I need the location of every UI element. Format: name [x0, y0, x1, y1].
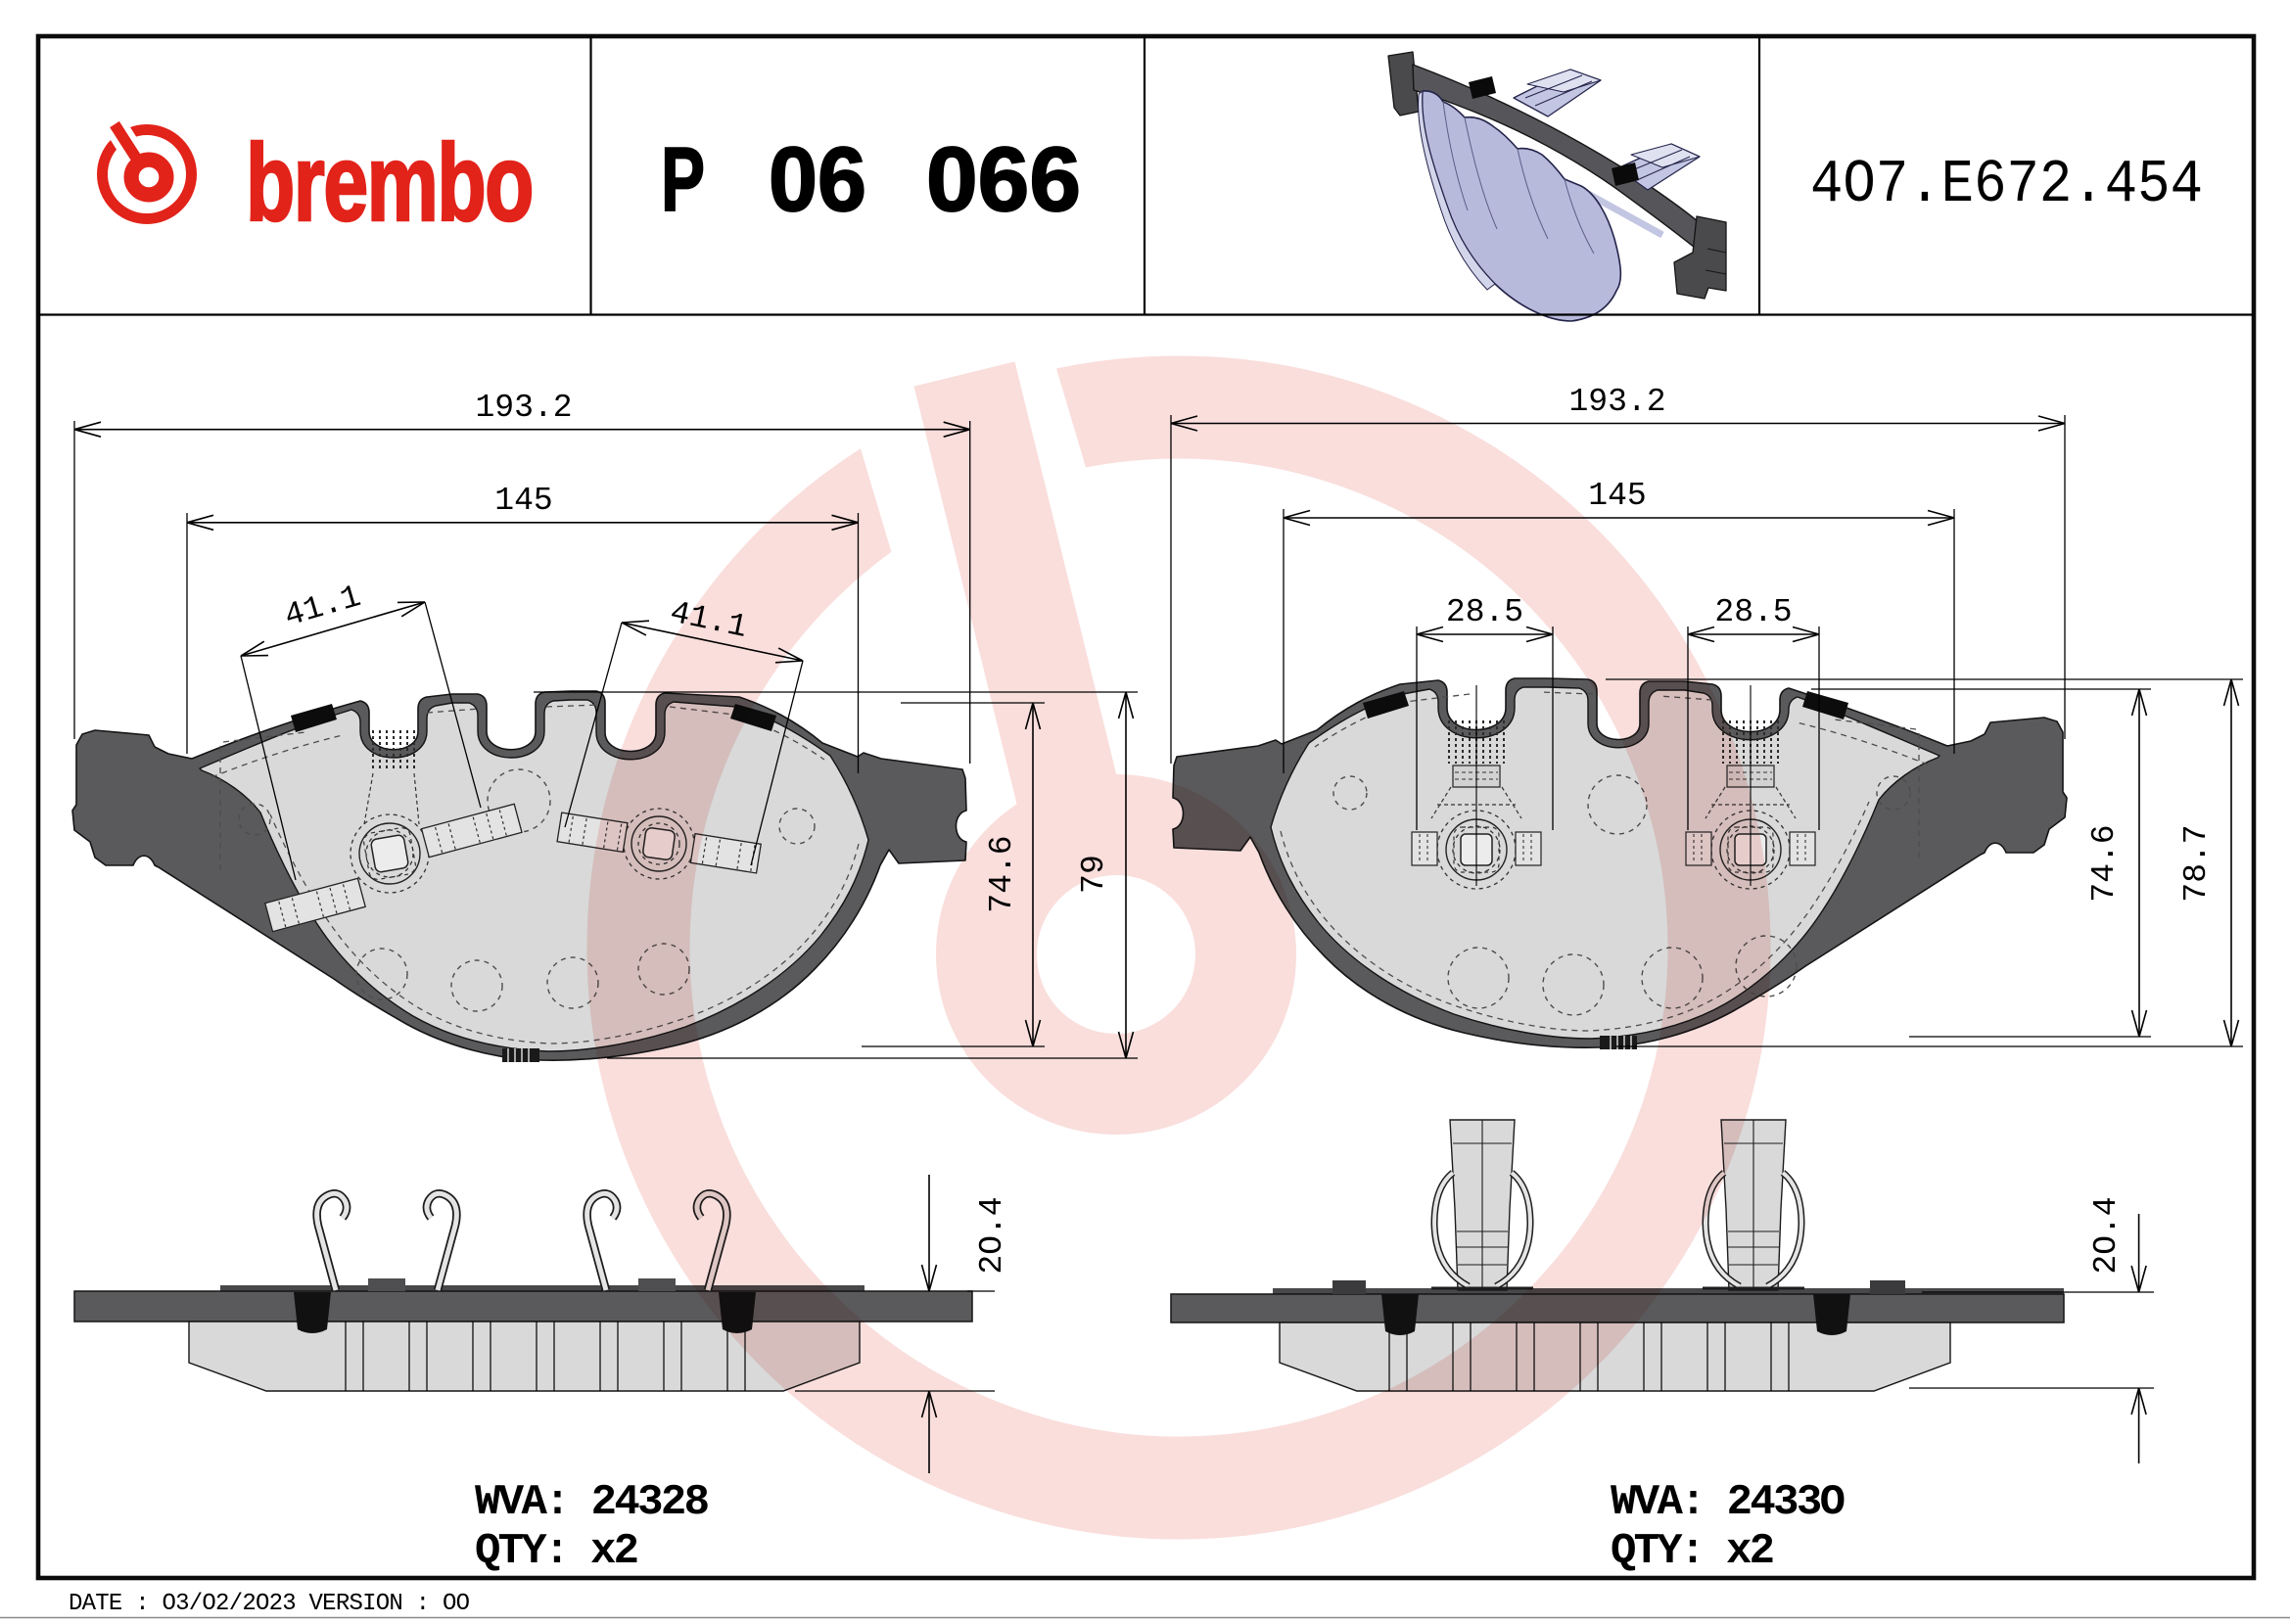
svg-text:145: 145 — [1588, 478, 1646, 514]
svg-text:WVA: 2433O: WVA: 2433O — [1611, 1478, 1846, 1527]
svg-text:06: 06 — [769, 128, 866, 230]
svg-text:WVA: 24328: WVA: 24328 — [475, 1478, 710, 1527]
svg-text:193.2: 193.2 — [1568, 384, 1665, 420]
svg-text:28.5: 28.5 — [1446, 594, 1523, 630]
svg-text:193.2: 193.2 — [475, 390, 572, 426]
svg-text:78.7: 78.7 — [2178, 824, 2215, 902]
svg-text:74.6: 74.6 — [2086, 824, 2123, 902]
svg-text:2O.4: 2O.4 — [974, 1196, 1010, 1274]
svg-text:DATE : O3/O2/2O23 VERSION : OO: DATE : O3/O2/2O23 VERSION : OO — [69, 1591, 470, 1617]
svg-text:QTY: x2: QTY: x2 — [475, 1527, 639, 1576]
svg-text:145: 145 — [494, 483, 552, 519]
svg-text:2O.4: 2O.4 — [2088, 1196, 2125, 1274]
svg-text:28.5: 28.5 — [1714, 594, 1792, 630]
svg-text:P: P — [661, 128, 705, 230]
svg-text:066: 066 — [926, 128, 1081, 230]
svg-text:QTY: x2: QTY: x2 — [1611, 1527, 1775, 1576]
svg-text:4O7.E672.454: 4O7.E672.454 — [1810, 150, 2203, 219]
svg-text:brembo: brembo — [246, 122, 533, 244]
